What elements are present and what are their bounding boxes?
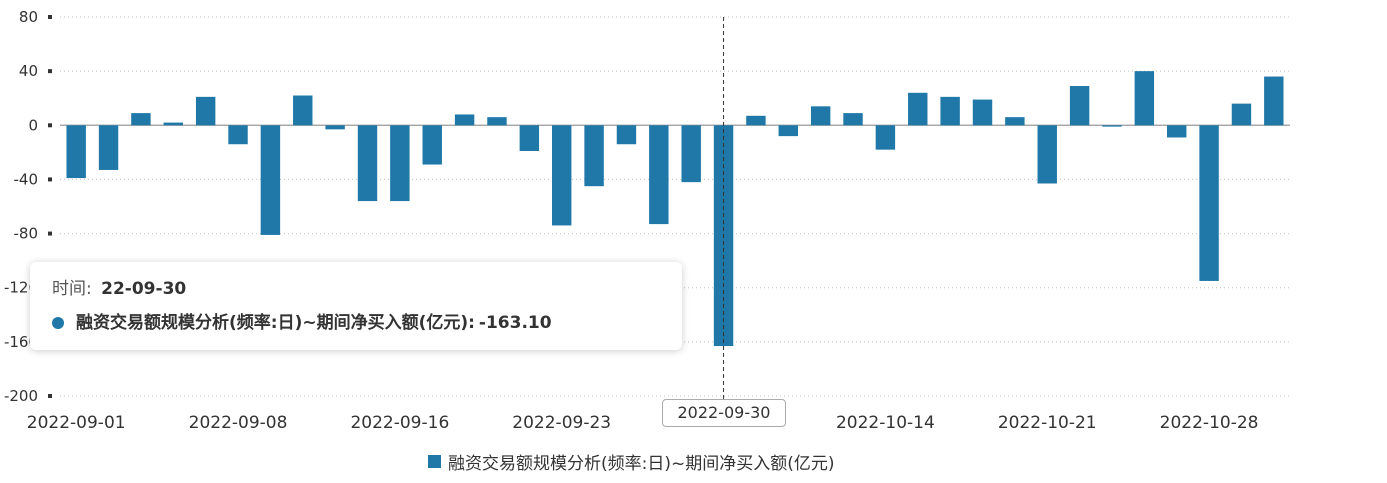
y-tick-label: 0	[28, 116, 38, 134]
y-tick-label: -120	[4, 279, 38, 297]
tooltip-value: -163.10	[478, 313, 552, 333]
bar	[1005, 117, 1025, 126]
bar	[487, 117, 507, 126]
bar	[325, 125, 345, 130]
y-tick-label: -40	[14, 170, 39, 188]
y-tick-mark	[48, 231, 52, 236]
bar	[940, 96, 960, 126]
bar	[163, 122, 183, 126]
x-tick-label: 2022-09-08	[189, 413, 288, 433]
y-tick-mark	[48, 177, 52, 182]
bar	[746, 115, 766, 126]
bar	[260, 125, 281, 235]
bar	[681, 125, 701, 183]
x-tick-label: 2022-09-23	[512, 413, 611, 433]
bar	[357, 125, 378, 202]
y-tick-mark	[48, 15, 52, 19]
x-axis: 2022-09-01 2022-09-08 2022-09-16 2022-09-23…	[27, 413, 1259, 433]
tooltip-time-label: 时间:	[52, 279, 92, 299]
bar	[584, 125, 604, 187]
bar	[66, 125, 86, 179]
y-tick-mark	[48, 69, 52, 74]
bar	[616, 125, 637, 145]
bar	[98, 125, 119, 170]
y-tick-label: -80	[14, 225, 39, 243]
x-tick-label: 2022-10-28	[1160, 413, 1259, 433]
hover-x-label: 2022-09-30	[662, 399, 786, 427]
bar	[1069, 86, 1090, 126]
x-tick-label: 2022-10-21	[998, 413, 1097, 433]
bar	[519, 125, 540, 152]
bar	[1167, 125, 1187, 138]
tooltip-series-name: 融资交易额规模分析(频率:日)~期间净买入额(亿元):	[76, 313, 475, 333]
x-tick-label: 2022-10-14	[836, 413, 935, 433]
bars	[66, 71, 1284, 347]
bar	[131, 113, 151, 126]
legend-swatch	[428, 455, 441, 468]
bar	[778, 125, 798, 137]
x-tick-label: 2022-09-16	[350, 413, 449, 433]
bar	[1037, 125, 1057, 184]
bar	[649, 125, 669, 225]
y-axis: 80 40 0 -40 -80 -120 -160 -200	[4, 8, 52, 405]
x-tick-label: 2022-09-01	[27, 413, 126, 433]
legend-item[interactable]: 融资交易额规模分析(频率:日)~期间净买入额(亿元)	[428, 449, 835, 474]
bar	[390, 125, 410, 202]
bar	[1264, 76, 1284, 126]
bar	[1231, 103, 1252, 126]
legend-label: 融资交易额规模分析(频率:日)~期间净买入额(亿元)	[448, 454, 835, 474]
bar	[908, 92, 928, 126]
y-tick-label: -200	[4, 387, 38, 405]
bar	[843, 113, 863, 126]
bar	[1134, 71, 1155, 126]
bar	[875, 125, 896, 150]
y-tick-mark	[48, 123, 52, 128]
tooltip: 时间: 22-09-30 融资交易额规模分析(频率:日)~期间净买入额(亿元):…	[30, 262, 682, 350]
bar	[1199, 125, 1219, 281]
y-tick-label: -160	[4, 333, 38, 351]
y-tick-mark	[48, 394, 52, 398]
bar	[195, 96, 216, 126]
bar	[1102, 125, 1122, 127]
bar	[228, 125, 248, 145]
bar	[810, 106, 831, 126]
tooltip-date: 22-09-30	[101, 279, 187, 299]
y-tick-label: 40	[19, 62, 38, 80]
bar	[552, 125, 572, 226]
bar	[972, 99, 993, 126]
bar	[454, 114, 475, 126]
bar	[293, 95, 313, 126]
bar	[422, 125, 442, 165]
tooltip-series-marker	[52, 317, 64, 329]
y-tick-label: 80	[19, 8, 38, 26]
